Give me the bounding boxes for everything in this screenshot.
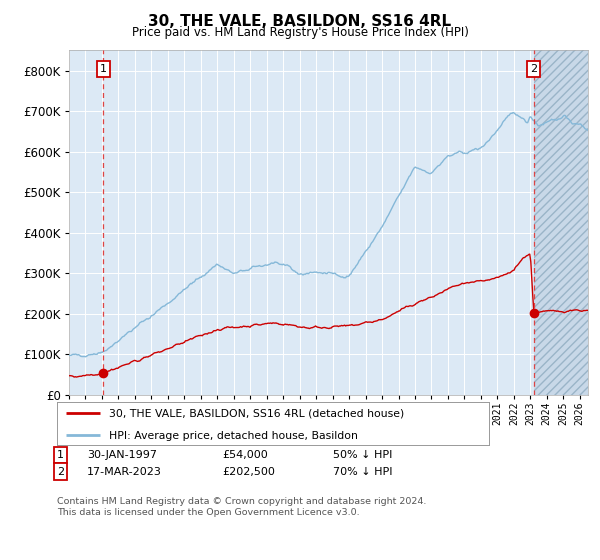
Text: £202,500: £202,500 [222, 466, 275, 477]
Text: 2: 2 [530, 64, 538, 74]
Text: 70% ↓ HPI: 70% ↓ HPI [333, 466, 392, 477]
Text: Contains HM Land Registry data © Crown copyright and database right 2024.
This d: Contains HM Land Registry data © Crown c… [57, 497, 427, 517]
Bar [534, 50, 588, 395]
Text: £54,000: £54,000 [222, 450, 268, 460]
Text: 17-MAR-2023: 17-MAR-2023 [87, 466, 162, 477]
Text: 30, THE VALE, BASILDON, SS16 4RL: 30, THE VALE, BASILDON, SS16 4RL [148, 14, 452, 29]
Text: 1: 1 [100, 64, 107, 74]
Text: 30, THE VALE, BASILDON, SS16 4RL (detached house): 30, THE VALE, BASILDON, SS16 4RL (detach… [109, 409, 404, 419]
Text: HPI: Average price, detached house, Basildon: HPI: Average price, detached house, Basi… [109, 431, 358, 441]
Text: 50% ↓ HPI: 50% ↓ HPI [333, 450, 392, 460]
Text: 30-JAN-1997: 30-JAN-1997 [87, 450, 157, 460]
Text: Price paid vs. HM Land Registry's House Price Index (HPI): Price paid vs. HM Land Registry's House … [131, 26, 469, 39]
Text: 2: 2 [57, 466, 64, 477]
Text: 1: 1 [57, 450, 64, 460]
